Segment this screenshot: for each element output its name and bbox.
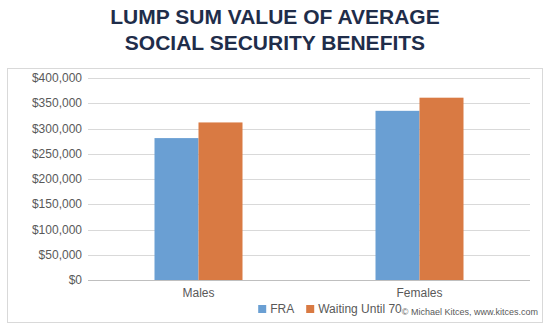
legend-swatch: [258, 305, 266, 313]
y-tick-label: $400,000: [32, 71, 82, 85]
y-tick-label: $150,000: [32, 197, 82, 211]
legend-swatch: [306, 305, 314, 313]
bar: [155, 138, 199, 280]
title-line: SOCIAL SECURITY BENEFITS: [125, 31, 425, 54]
grid-line: [88, 204, 530, 205]
bar: [420, 98, 464, 280]
bars: [155, 98, 464, 280]
y-tick-label: $250,000: [32, 147, 82, 161]
bar: [199, 122, 243, 280]
grid-line: [88, 78, 530, 79]
chart-root: LUMP SUM VALUE OF AVERAGE SOCIAL SECURITY…: [0, 0, 550, 330]
chart-frame: [8, 69, 543, 323]
x-tick-label: Males: [182, 286, 214, 300]
x-tick-label: Females: [396, 286, 442, 300]
legend-label: FRA: [270, 302, 294, 316]
grid-line: [88, 103, 530, 104]
background: [0, 0, 550, 330]
title-line: LUMP SUM VALUE OF AVERAGE: [110, 5, 439, 28]
grid-line: [88, 280, 530, 281]
grid-line: [88, 154, 530, 155]
grid-line: [88, 230, 530, 231]
grid-line: [88, 255, 530, 256]
annotation: © Michael Kitces, www.kitces.com: [402, 307, 538, 317]
y-tick-label: $0: [69, 273, 83, 287]
legend-label: Waiting Until 70: [318, 302, 402, 316]
title: LUMP SUM VALUE OF AVERAGE SOCIAL SECURITY…: [110, 5, 439, 54]
y-tick-label: $200,000: [32, 172, 82, 186]
legend: FRA Waiting Until 70: [258, 302, 402, 316]
grid-line: [88, 179, 530, 180]
y-tick-label: $350,000: [32, 96, 82, 110]
bar: [376, 111, 420, 280]
y-tick-label: $50,000: [39, 248, 83, 262]
y-tick-label: $100,000: [32, 223, 82, 237]
y-tick-label: $300,000: [32, 122, 82, 136]
chart-svg: LUMP SUM VALUE OF AVERAGE SOCIAL SECURITY…: [0, 0, 550, 330]
grid-line: [88, 129, 530, 130]
